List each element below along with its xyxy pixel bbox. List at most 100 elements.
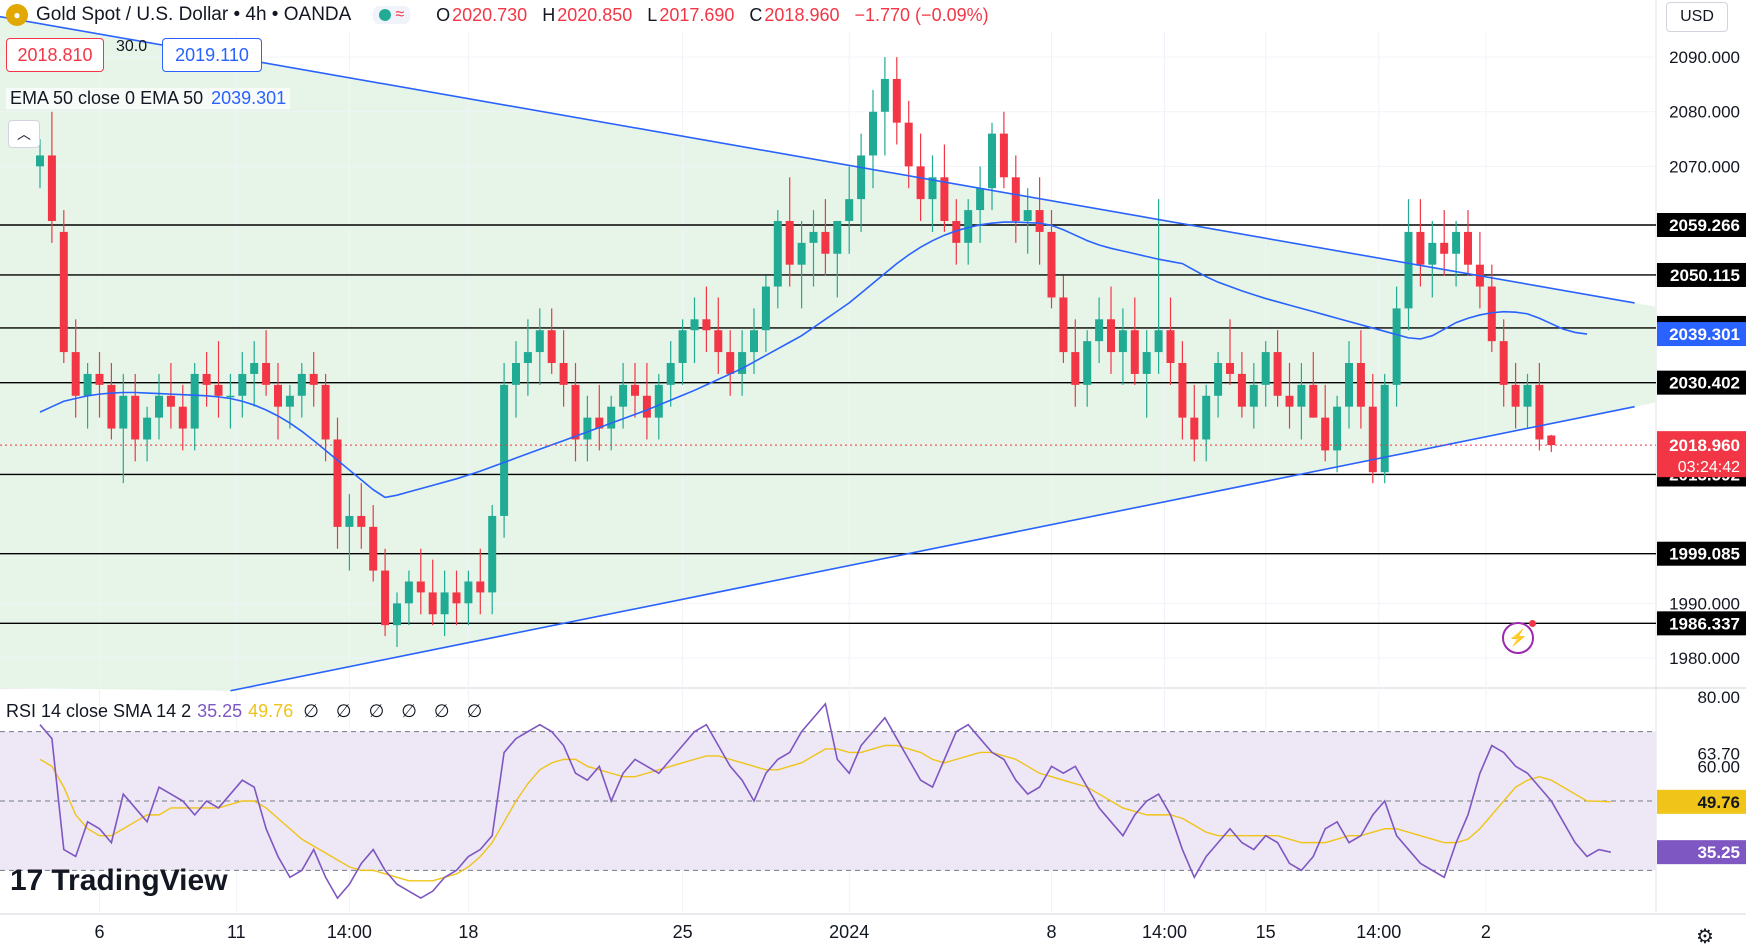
rsi-tick-label: 60.00 [1697,757,1740,776]
candle-body [1142,352,1151,374]
candle-body [523,352,532,364]
candle-body [726,352,735,374]
time-tick-label: 15 [1256,922,1276,942]
candle-body [1011,177,1020,221]
level-label: 1999.085 [1669,545,1740,564]
candle-body [1309,384,1318,418]
rsi-sma-value-tag [1657,789,1746,814]
candle-body [1499,341,1508,385]
candle-body [892,78,901,123]
time-tick-label: 14:00 [327,922,372,942]
candle-body [428,592,437,615]
buy-price: 2019.110 [175,44,249,65]
last-price-label: 2018.960 [1669,436,1740,455]
rsi-legend-label: RSI 14 close SMA 14 2 [6,701,192,721]
candle-body [1487,286,1496,342]
candle-body [404,581,413,604]
candle-body [1523,384,1532,407]
candle-body [642,395,651,418]
candle-body [535,330,544,353]
candle-body [1035,210,1044,232]
market-open-icon [379,9,392,21]
candle-body [785,220,794,265]
candle-body [214,384,223,396]
high-label: H [542,4,556,25]
rsi-legend[interactable]: RSI 14 close SMA 14 2 35.25 49.76 ∅ ∅ ∅ ∅ ∅… [6,701,488,722]
currency-selector[interactable]: USD [1666,2,1728,32]
tradingview-mark: 17 [10,864,44,897]
candle-body [809,231,818,243]
candle-body [166,395,175,407]
level-label: 2050.115 [1670,266,1740,285]
candle-body [773,220,782,287]
time-tick-label: 25 [673,922,693,942]
candle-body [143,417,152,440]
candle-body [321,384,330,440]
candle-body [274,384,282,407]
candle-body [393,603,401,626]
lightning-icon[interactable]: ⚡ [1502,620,1536,654]
candle-body [1345,363,1353,407]
candle-body [369,526,378,571]
candle-body [1416,231,1425,265]
candle-body [750,330,758,353]
candle-body [345,515,354,527]
candle-body [988,133,996,189]
candle-body [1190,417,1199,440]
candle-body [1059,297,1068,353]
trendline [230,405,1635,692]
candle-body [1404,231,1413,309]
candle-body [333,439,342,527]
candle-body [47,155,56,221]
time-tick-label: 8 [1046,922,1056,942]
candle-body [1071,352,1080,385]
settings-gear-icon[interactable]: ⚙ [1696,926,1714,948]
candle-body [761,286,770,331]
candle-body [1023,210,1032,221]
price-tick-label: 2070.000 [1669,157,1740,176]
candle-body [845,199,854,221]
ema-legend-label: EMA 50 close 0 EMA 50 [10,88,204,108]
candle-body [238,373,247,396]
last-price-tag [1657,431,1746,478]
candle-body [1333,406,1342,451]
labels-layer: 2039.301 2018.960 03:24:42 49.76 35.25 [1657,322,1746,865]
candle-body [512,363,520,385]
time-tick-label: 2024 [829,922,869,942]
candle-body [464,581,473,604]
candle-body [1047,231,1056,298]
change-value: −1.770 (−0.09%) [854,4,989,25]
ema-value-label: 2039.301 [1669,325,1740,344]
rsi-value-tag [1657,840,1746,865]
candle-body [869,111,877,156]
level-label: 1986.337 [1669,614,1740,633]
rsi-tick-label: 63.70 [1697,744,1740,763]
candle-body [1237,373,1246,407]
time-tick-label: 14:00 [1356,922,1401,942]
candle-body [1511,384,1520,407]
candle-body [1226,363,1234,374]
candle-body [95,373,104,385]
ema50-line [39,221,1588,499]
candle-body [797,242,806,265]
candle-body [1214,363,1223,396]
candle-body [702,319,711,331]
candle-body [583,417,592,440]
tradingview-logo[interactable]: 17 TradingView [10,864,228,898]
status-pills[interactable]: ≈ [373,6,411,24]
level-label: 2030.402 [1669,374,1740,393]
candle-body [178,406,187,429]
candle-body [440,592,449,615]
sell-button[interactable]: 2018.810 [6,38,104,72]
candle-body [857,155,866,200]
chart-header: ● Gold Spot / U.S. Dollar • 4h • OANDA ≈… [0,0,991,30]
ema-legend[interactable]: EMA 50 close 0 EMA 50 2039.301 [6,88,291,109]
collapse-legend-button[interactable]: ︿ [8,120,40,148]
ohlc-readout: O 2020.730 H 2020.850 L 2017.690 C 2018.960 … [436,5,991,26]
symbol-title[interactable]: Gold Spot / U.S. Dollar • 4h • OANDA [36,4,352,25]
buy-button[interactable]: 2019.110 [162,38,262,72]
candle-body [71,352,80,396]
candle-body [1321,417,1330,451]
